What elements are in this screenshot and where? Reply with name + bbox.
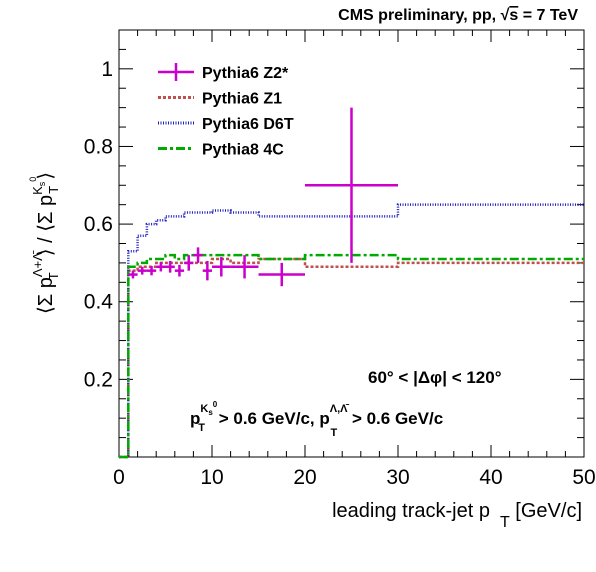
data-points (128, 107, 398, 287)
x-tick-label: 10 (200, 466, 223, 489)
y-tick-label: 1 (101, 58, 113, 81)
header-suffix: = 7 TeV (518, 7, 578, 24)
x-tick-label: 50 (572, 466, 595, 489)
legend-entry: Pythia6 Z1 (158, 91, 282, 108)
legend-entry: Pythia6 D6T (158, 116, 294, 133)
data-point (230, 255, 259, 279)
data-point (258, 262, 305, 287)
annotation-dphi-cut: 60° < |Δφ| < 120° (368, 368, 502, 387)
y-axis-label: ⟨Σ pΛ+Λ̄T⟩ / ⟨Σ pKs0T⟩ (28, 172, 61, 314)
data-point (305, 107, 398, 263)
chart-header: CMS preliminary, pp, √s = 7 TeV (338, 7, 578, 24)
sqrt-sign: √ (501, 7, 510, 24)
x-axis-label: leading track-jet pT [GeV/c] (332, 500, 582, 531)
x-tick-label: 30 (386, 466, 409, 489)
y-tick-label: 0.4 (84, 291, 114, 314)
y-tick-label: 0.2 (84, 368, 113, 391)
data-point (202, 260, 212, 281)
x-tick-label: 40 (479, 466, 502, 489)
legend: Pythia6 Z2* Pythia6 Z1 Pythia6 D6T Pythia8 … (158, 63, 294, 159)
x-tick-label: 0 (113, 466, 125, 489)
y-tick-label: 0.8 (84, 135, 113, 158)
legend-label: Pythia8 4C (202, 142, 284, 159)
data-point (137, 266, 147, 275)
data-point (156, 262, 166, 272)
x-tick-label: 20 (293, 466, 316, 489)
data-point (128, 270, 138, 279)
annotation-pt-cut: pKs0 T > 0.6 GeV/c, pΛ,Λ̄ T > 0.6 GeV/c (190, 400, 443, 439)
legend-entry: Pythia8 4C (158, 142, 284, 159)
data-point (193, 247, 203, 263)
data-point (212, 257, 231, 277)
legend-label: Pythia6 D6T (202, 116, 294, 133)
legend-label: Pythia6 Z2* (202, 65, 289, 82)
histogram-pythia8-4c (119, 253, 584, 459)
mc-histograms (119, 203, 584, 459)
legend-label: Pythia6 Z1 (202, 91, 282, 108)
axis-ticks: 0 10 20 30 40 50 0.2 0.4 0.6 0.8 1 (84, 30, 596, 489)
data-point (174, 264, 185, 277)
legend-entry: Pythia6 Z2* (158, 63, 289, 82)
header-root: s (509, 7, 518, 24)
data-point (184, 255, 194, 271)
data-point (146, 266, 157, 276)
histogram-pythia6-d6t (119, 203, 584, 459)
data-point (165, 260, 175, 273)
y-tick-label: 0.6 (84, 213, 113, 236)
header-prefix: CMS preliminary, pp, (338, 7, 500, 24)
